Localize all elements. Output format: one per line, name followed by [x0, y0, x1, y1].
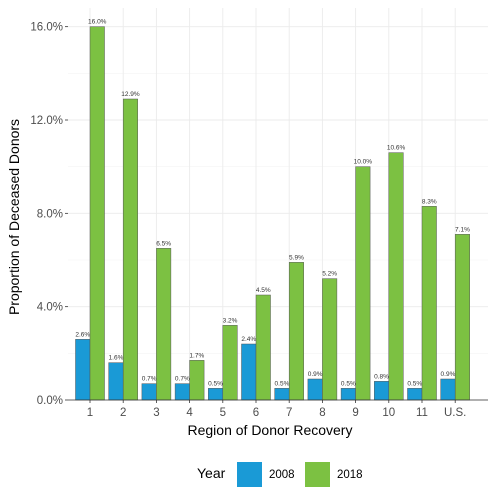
data-label: 0.9% — [441, 371, 456, 378]
legend-swatch — [305, 462, 330, 487]
x-axis-title: Region of Donor Recovery — [188, 422, 353, 438]
x-tick-label: 9 — [352, 407, 358, 419]
data-label: 0.5% — [341, 380, 356, 387]
legend-label: 2018 — [337, 469, 363, 481]
bar-2018-US — [454, 234, 470, 401]
bar-2008-9 — [340, 388, 356, 401]
y-tick-label: 0.0% — [37, 395, 63, 407]
legend-items: 2008 2018 — [237, 462, 363, 487]
y-tick-label: 12.0% — [30, 115, 63, 127]
data-label: 0.5% — [208, 380, 223, 387]
bar-2008-3 — [141, 383, 157, 401]
bar-2008-2 — [108, 362, 124, 401]
x-tick-label: 1 — [87, 407, 93, 419]
data-label: 7.1% — [455, 226, 470, 233]
data-labels: 2.6% 1.6% 0.7% 0.7% 0.5% 2.4% 0.5% 0.9% 0.5% 0.8%… — [75, 19, 470, 388]
data-label: 6.5% — [156, 240, 171, 247]
data-label: 0.9% — [308, 371, 323, 378]
data-label: 12.9% — [121, 91, 140, 98]
bar-2018-3 — [156, 248, 172, 401]
bar-2018-11 — [421, 206, 437, 401]
y-tick-label: 16.0% — [30, 22, 63, 34]
x-tick-label: 6 — [253, 407, 259, 419]
bar-2008-7 — [274, 388, 290, 401]
bar-2018-2 — [122, 98, 138, 401]
bar-2018-6 — [255, 294, 271, 401]
bars — [75, 26, 470, 401]
x-tick-label: 3 — [153, 407, 159, 419]
data-label: 0.5% — [275, 380, 290, 387]
bar-2018-9 — [355, 166, 371, 401]
bar-2018-4 — [189, 360, 205, 401]
data-label: 5.2% — [322, 271, 337, 278]
data-label: 16.0% — [88, 19, 107, 26]
data-label: 10.6% — [387, 145, 406, 152]
bar-2018-7 — [288, 262, 304, 401]
x-tick-label: 11 — [416, 407, 428, 419]
data-label: 5.9% — [289, 254, 304, 261]
bar-2008-5 — [208, 388, 224, 401]
x-tick-label: 10 — [382, 407, 395, 419]
legend-title: Year — [197, 465, 226, 481]
data-label: 2.4% — [241, 336, 256, 343]
bar-2008-4 — [174, 383, 190, 401]
y-axis-title: Proportion of Deceased Donors — [6, 119, 22, 315]
bar-2008-10 — [374, 381, 390, 401]
y-axis-ticks: 0.0% 4.0% 8.0% 12.0% 16.0% — [30, 22, 68, 407]
legend-swatch — [237, 462, 262, 487]
x-tick-label: 5 — [220, 407, 226, 419]
x-tick-label: 8 — [319, 407, 325, 419]
bar-2008-US — [440, 378, 456, 401]
data-label: 8.3% — [422, 198, 437, 205]
data-label: 10.0% — [354, 159, 373, 166]
x-axis-ticks: 1 2 3 4 5 6 7 8 9 10 11 U.S. — [87, 400, 466, 419]
bar-2008-1 — [75, 339, 91, 401]
bar-2018-8 — [322, 278, 338, 401]
bar-2008-8 — [307, 378, 323, 401]
data-label: 3.2% — [223, 317, 238, 324]
bar-2018-5 — [222, 325, 238, 401]
data-label: 0.7% — [175, 376, 190, 383]
data-label: 4.5% — [256, 287, 271, 294]
data-label: 0.5% — [407, 380, 422, 387]
data-label: 1.6% — [109, 355, 124, 362]
x-tick-label: 7 — [286, 407, 292, 419]
data-label: 1.7% — [189, 352, 204, 359]
y-tick-label: 4.0% — [37, 302, 63, 314]
x-tick-label: 4 — [186, 407, 193, 419]
legend: Year 2008 2018 — [197, 462, 363, 487]
data-label: 2.6% — [75, 331, 90, 338]
bar-2008-6 — [241, 343, 257, 401]
legend-label: 2008 — [269, 469, 295, 481]
bar-2018-10 — [388, 152, 404, 401]
bar-2008-11 — [407, 388, 423, 401]
x-tick-label: U.S. — [444, 407, 466, 419]
y-tick-label: 8.0% — [37, 208, 63, 220]
data-label: 0.8% — [374, 373, 389, 380]
data-label: 0.7% — [142, 376, 157, 383]
bar-2018-1 — [89, 26, 105, 401]
x-tick-label: 2 — [120, 407, 126, 419]
